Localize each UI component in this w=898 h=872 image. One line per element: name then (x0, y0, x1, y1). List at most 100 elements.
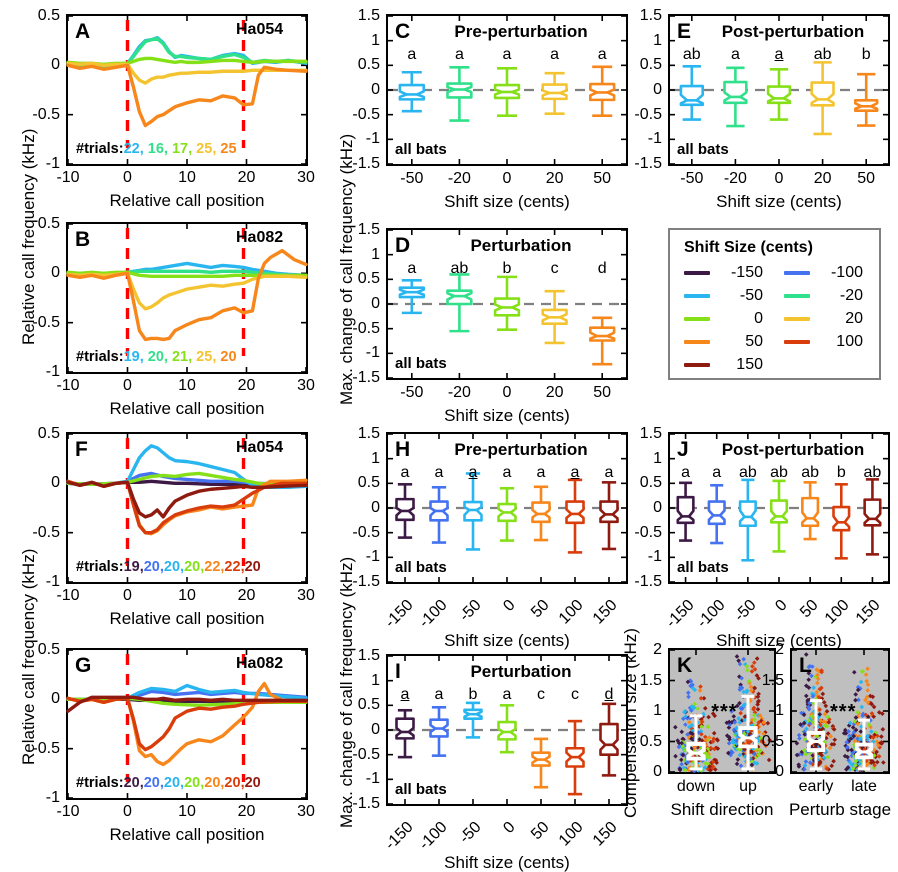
legend-label: 20 (845, 310, 863, 327)
panel-J-box (738, 478, 757, 562)
panel-E-axes (668, 14, 890, 166)
trial-separator: , (159, 775, 164, 791)
panel-E-ytick: -0.5 (634, 105, 662, 123)
panel-E-xlabel: Shift size (cents) (716, 192, 842, 211)
panel-A-ytick: 0 (51, 56, 60, 74)
panel-C-box (398, 70, 425, 113)
panel-J-ytick: -0.5 (634, 523, 662, 541)
legend-entry[interactable]: 0 (684, 310, 763, 328)
panel-E-xtick: 20 (813, 170, 832, 187)
panel-E-title: Post-perturbation (721, 22, 865, 41)
panel-A-subject: Ha054 (236, 21, 284, 38)
panel-J-sig-letter: a (681, 464, 691, 481)
panel-L-xtick: early (798, 778, 834, 795)
panel-E-xtick: 50 (857, 170, 876, 187)
panel-C-xtick: -50 (400, 170, 424, 187)
panel-E-ytick: 1.5 (639, 7, 662, 24)
panel-A-xlabel: Relative call position (109, 191, 265, 210)
panel-I-plot (388, 655, 626, 805)
panel-I-ytick: 0.5 (357, 696, 380, 714)
legend-entry[interactable]: 20 (784, 310, 863, 328)
panel-J-letter: J (677, 438, 689, 461)
panel-A-xtick: 10 (178, 169, 196, 186)
trials-prefix: #trials: (76, 559, 124, 575)
legend-label: -100 (830, 264, 863, 281)
legend-entry[interactable]: -100 (784, 264, 863, 282)
trial-separator: , (240, 559, 245, 575)
panel-C-ytick: -0.5 (352, 105, 380, 123)
panel-C-box (493, 66, 521, 117)
panel-B-subject: Ha082 (236, 229, 284, 246)
ylabel-max-change-top: Max. change of call frequency (kHz) (337, 133, 356, 405)
panel-A-xtick: 20 (237, 169, 256, 186)
trial-count: 22 (224, 559, 241, 575)
panel-L-xlabel: Perturb stage (788, 800, 892, 819)
panel-H-box (497, 486, 517, 542)
panel-L-ytick: 1.5 (761, 671, 784, 689)
panel-I-box (395, 708, 415, 759)
legend-color-swatch (684, 340, 710, 344)
legend-entry[interactable]: -20 (784, 287, 863, 305)
panel-B-letter: B (75, 228, 91, 251)
panel-L-significance-stars: *** (830, 700, 857, 723)
legend-entry[interactable]: -50 (684, 287, 763, 305)
panel-K-letter: K (677, 654, 693, 677)
legend-entry[interactable]: 150 (684, 356, 763, 374)
panel-D-sig-letter: d (597, 260, 607, 277)
panel-I-sig-letter: c (571, 686, 579, 703)
panel-C-axes (386, 14, 628, 166)
panel-C-all-bats: all bats (395, 141, 447, 158)
panel-J-plot (670, 433, 888, 583)
panel-F-ytick: 0.5 (37, 425, 60, 442)
panel-G-letter: G (75, 654, 92, 677)
panel-E-box (679, 65, 704, 121)
panel-D-ytick: 0.5 (357, 270, 380, 288)
panel-H-letter: H (395, 438, 411, 461)
panel-K-xlabel: Shift direction (670, 800, 774, 819)
panel-C-plot (388, 15, 626, 165)
panel-H-xlabel: Shift size (cents) (444, 631, 570, 650)
panel-B-xlabel: Relative call position (109, 399, 265, 418)
panel-C-box (541, 71, 568, 115)
legend-color-swatch (684, 294, 710, 298)
legend-entry[interactable]: 100 (784, 333, 863, 351)
trial-count: 22 (123, 141, 140, 157)
legend-color-swatch (684, 317, 710, 321)
panel-E-sig-letter: b (861, 46, 871, 63)
panel-D-sig-letter: c (550, 260, 559, 277)
panel-F-xtick: 30 (297, 587, 315, 604)
panel-H-box (531, 485, 551, 542)
legend-entry[interactable]: 50 (684, 333, 763, 351)
legend-entry[interactable]: -150 (684, 264, 763, 282)
panel-H-sig-letter: a (434, 464, 444, 481)
panel-F-letter: F (75, 438, 88, 461)
panel-H-ytick: 1 (371, 449, 380, 467)
panel-K-xtick: down (676, 778, 716, 795)
panel-H-box (565, 478, 585, 554)
legend-label: 100 (836, 333, 863, 350)
trial-separator: , (159, 559, 164, 575)
panel-D-xtick: -20 (447, 384, 471, 401)
panel-H-title: Pre-perturbation (454, 440, 588, 459)
panel-I-box (599, 702, 619, 777)
trial-count: 20 (143, 775, 160, 791)
panel-L-box (806, 699, 826, 771)
panel-F-xtick: 0 (123, 587, 132, 604)
trial-count: 25 (196, 141, 213, 157)
legend-label: -20 (839, 287, 863, 304)
panel-G-ytick: 0 (51, 690, 60, 708)
panel-J-ytick: 1 (653, 449, 662, 467)
panel-L-ytick: 0 (775, 763, 784, 780)
panel-L-ytick: 0.5 (761, 732, 784, 750)
legend-title: Shift Size (cents) (684, 239, 813, 256)
trial-separator: , (139, 141, 148, 157)
panel-G-axes (66, 648, 308, 800)
panel-F-plot (66, 433, 308, 583)
panel-F-xlabel: Relative call position (109, 609, 265, 628)
panel-C-title: Pre-perturbation (454, 22, 588, 41)
panel-H-sig-letter: a (400, 464, 410, 481)
panel-E-box (810, 61, 835, 136)
panel-B-xtick: 0 (123, 377, 132, 394)
panel-J-ytick: 0.5 (639, 474, 662, 492)
panel-G-xtick: -10 (56, 803, 80, 820)
